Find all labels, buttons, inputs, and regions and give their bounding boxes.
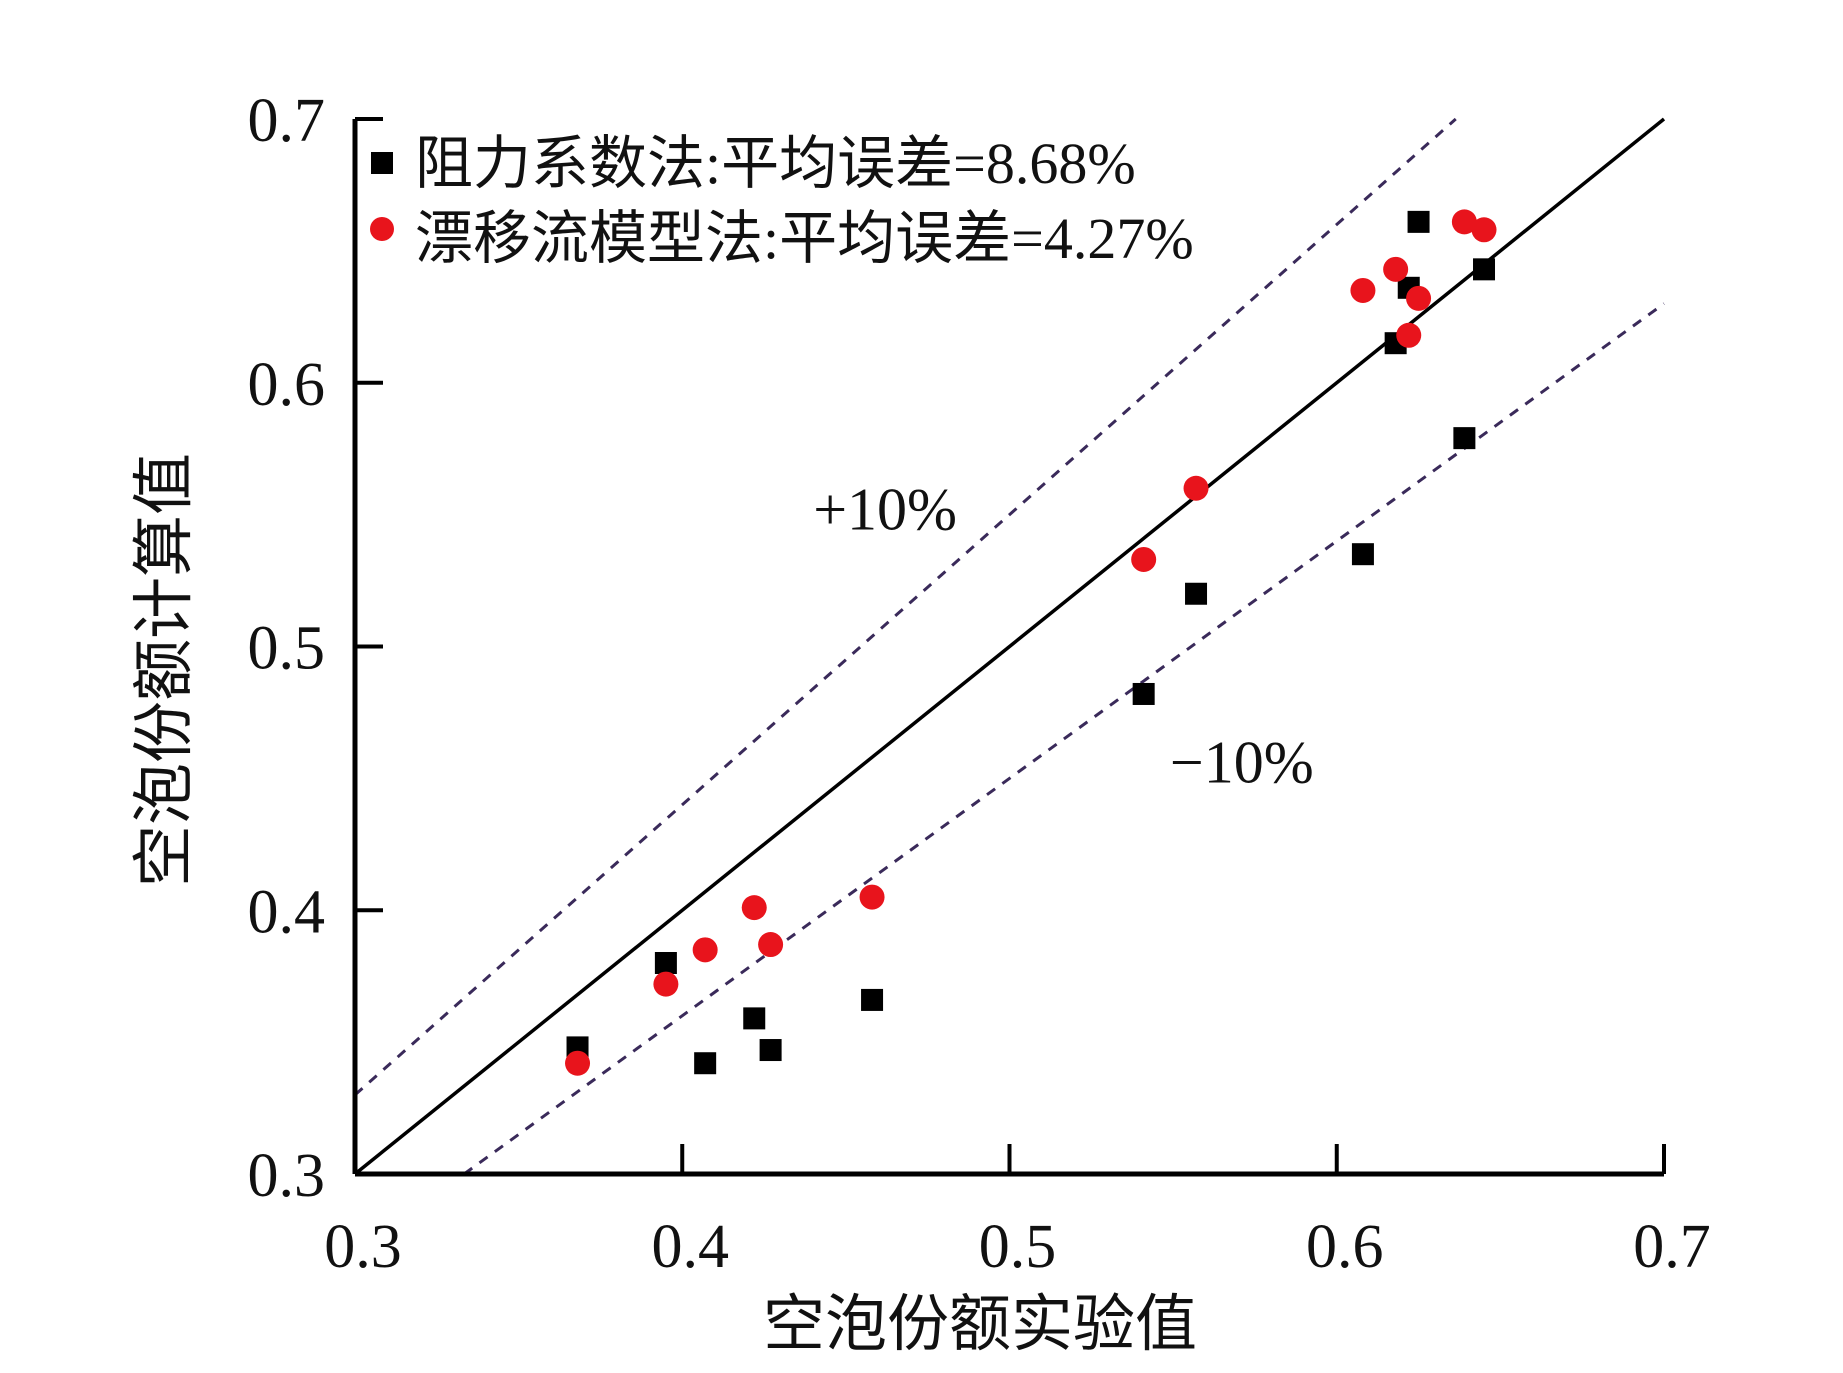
- reference-line-plus10: [354, 117, 1457, 1096]
- legend-label-drift: 漂移流模型法:平均误差=4.27%: [415, 206, 1194, 271]
- data-point-square: [759, 1039, 782, 1062]
- y-axis-title: 空泡份额计算值: [131, 453, 199, 887]
- data-point-circle: [692, 937, 718, 963]
- x-tick-label: 0.4: [652, 1213, 730, 1281]
- data-point-circle: [1350, 277, 1376, 303]
- data-point-circle: [1383, 256, 1409, 282]
- data-point-circle: [1183, 475, 1209, 501]
- data-point-circle: [1406, 285, 1432, 311]
- reference-line-identity: [353, 117, 1666, 1176]
- plus10-label: +10%: [813, 476, 957, 542]
- data-point-square: [1132, 682, 1155, 705]
- minus10-label: −10%: [1170, 730, 1314, 796]
- data-point-circle: [1131, 546, 1157, 572]
- labels: +10% −10%: [813, 476, 1314, 795]
- data-point-circle: [859, 884, 885, 910]
- y-tick-label: 0.3: [248, 1142, 326, 1210]
- reference-lines: [353, 117, 1666, 1176]
- data-point-square: [861, 988, 884, 1011]
- data-point-square: [654, 952, 677, 974]
- data-point-circle: [653, 971, 679, 997]
- x-tick-label: 0.3: [324, 1213, 402, 1281]
- x-tick-label: 0.5: [979, 1213, 1057, 1281]
- data-point-square: [1185, 582, 1208, 605]
- data-point-square: [743, 1007, 766, 1030]
- legend-label-drag: 阻力系数法:平均误差=8.68%: [415, 131, 1136, 196]
- data-point-square: [1351, 543, 1374, 566]
- legend: 阻力系数法:平均误差=8.68% 漂移流模型法:平均误差=4.27%: [370, 131, 1194, 271]
- x-tick-label: 0.6: [1306, 1213, 1384, 1281]
- x-axis-title: 空泡份额实验值: [763, 1291, 1197, 1359]
- data-point-square: [1473, 258, 1496, 281]
- x-tick-label: 0.7: [1633, 1213, 1711, 1281]
- y-tick-label: 0.6: [248, 351, 326, 419]
- data-point-circle: [565, 1050, 591, 1076]
- y-tick-label: 0.4: [248, 878, 326, 946]
- data-point-circle: [1471, 217, 1497, 243]
- reference-line-minus10: [463, 302, 1665, 1176]
- y-tick-label: 0.7: [248, 87, 326, 155]
- legend-marker-square: [371, 152, 393, 174]
- data-point-circle: [741, 895, 767, 921]
- axes: 0.3 0.4 0.5 0.6 0.7 0.3 0.4 0.5 0.6 0.7: [248, 87, 1711, 1281]
- data-point-square: [1453, 427, 1476, 450]
- legend-marker-circle: [370, 217, 394, 241]
- y-tick-label: 0.5: [248, 615, 326, 683]
- data-point-square: [694, 1052, 717, 1075]
- data-point-circle: [1396, 322, 1422, 348]
- data-point-square: [1407, 210, 1430, 233]
- data-points: [565, 209, 1497, 1076]
- data-point-circle: [758, 932, 784, 958]
- data-point-circle: [1451, 209, 1477, 235]
